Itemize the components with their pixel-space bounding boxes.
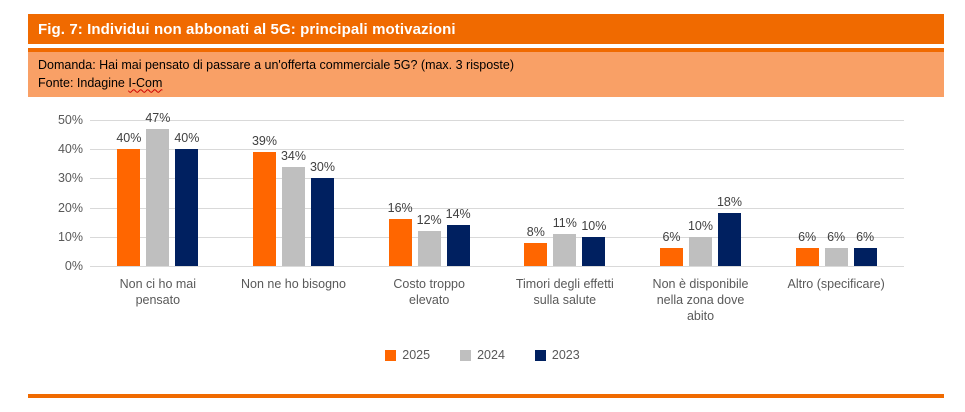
legend-item-2024: 2024 [460, 348, 505, 362]
legend-item-2023: 2023 [534, 348, 580, 362]
data-label-2024-cat6: 6% [827, 230, 846, 245]
data-label-2025-cat3: 16% [387, 201, 413, 216]
data-label-2025-cat4: 8% [526, 224, 545, 239]
y-tick-label-40: 40% [57, 142, 83, 157]
bar-2025-cat1 [117, 149, 141, 266]
bar-2025-cat5 [660, 248, 683, 266]
y-tick-label-50: 50% [57, 113, 83, 127]
gridline-40 [90, 149, 904, 151]
bar-2023-cat3 [446, 225, 470, 266]
data-label-2023-cat4: 10% [581, 218, 607, 233]
legend-label-2025: 2025 [402, 348, 431, 362]
gridline-30 [90, 178, 904, 180]
bar-2023-cat2 [311, 178, 334, 266]
legend-label-2023: 2023 [551, 348, 580, 362]
gridline-10 [90, 236, 904, 238]
figure-source: Fonte: Indagine I-Com [38, 75, 934, 93]
legend-label-2024: 2024 [477, 348, 505, 362]
data-label-2023-cat3: 14% [445, 207, 471, 222]
data-label-2024-cat2: 34% [280, 148, 307, 163]
data-label-2023-cat6: 6% [856, 230, 875, 245]
data-label-2023-cat5: 18% [716, 195, 743, 210]
legend-item-2025: 2025 [385, 348, 430, 362]
bar-2023-cat1 [175, 149, 199, 266]
bar-2025-cat2 [253, 152, 276, 266]
bar-2024-cat1 [146, 128, 170, 266]
bar-2023-cat5 [718, 213, 741, 266]
data-label-2025-cat6: 6% [798, 230, 817, 245]
data-label-2025-cat1: 40% [116, 131, 142, 146]
bar-2025-cat6 [795, 248, 819, 266]
bar-2024-cat2 [282, 166, 305, 266]
y-tick-label-30: 30% [57, 171, 83, 186]
y-tick-label-20: 20% [57, 200, 83, 215]
bar-2024-cat6 [824, 248, 848, 266]
bar-2025-cat4 [524, 242, 548, 266]
source-prefix: Fonte: Indagine [38, 75, 129, 90]
legend-swatch-2023 [534, 349, 546, 361]
data-label-2023-cat1: 40% [174, 131, 200, 146]
data-label-2024-cat4: 11% [552, 215, 577, 230]
source-word: I-Com [128, 75, 163, 90]
bottom-rule [28, 394, 944, 398]
category-label-2: Non ne ho bisogno [241, 277, 346, 291]
data-label-2024-cat5: 10% [687, 218, 714, 233]
bar-2023-cat4 [582, 236, 606, 266]
data-label-2023-cat2: 30% [309, 160, 336, 175]
bar-2023-cat6 [853, 248, 877, 266]
category-label-5: Non è disponibile nella zona dove abito [652, 277, 749, 323]
data-label-2025-cat5: 6% [662, 230, 681, 245]
category-label-1: Non ci ho mai pensato [119, 277, 197, 307]
category-label-4: Timori degli effetti sulla salute [515, 277, 614, 307]
figure-header: Fig. 7: Individui non abbonati al 5G: pr… [28, 14, 944, 44]
bar-2025-cat3 [388, 219, 412, 266]
data-label-2024-cat3: 12% [416, 212, 442, 227]
data-label-2024-cat1: 47% [145, 110, 171, 125]
bar-2024-cat5 [689, 236, 712, 266]
y-tick-label-10: 10% [57, 229, 83, 244]
gridline-50 [90, 120, 904, 121]
figure-subtitle-band: Domanda: Hai mai pensato di passare a un… [28, 48, 944, 97]
figure-question: Domanda: Hai mai pensato di passare a un… [38, 58, 514, 72]
legend-swatch-2025 [385, 349, 397, 361]
y-tick-label-0: 0% [64, 259, 83, 273]
gridline-20 [90, 207, 904, 209]
legend: 2025 2024 2023 [0, 348, 965, 362]
gridline-0 [90, 266, 904, 267]
category-label-6: Altro (specificare) [787, 277, 885, 291]
legend-swatch-2024 [460, 349, 472, 361]
bar-2024-cat4 [553, 233, 577, 266]
figure-title: Fig. 7: Individui non abbonati al 5G: pr… [38, 20, 456, 38]
bar-chart: 0% 10% 20% 30% 40% 50% 40% 47% 40% 39% 34% 30% 16% 1… [0, 100, 965, 390]
bar-2024-cat3 [417, 230, 441, 266]
category-label-3: Costo troppo elevato [393, 277, 465, 307]
data-label-2025-cat2: 39% [251, 134, 278, 149]
